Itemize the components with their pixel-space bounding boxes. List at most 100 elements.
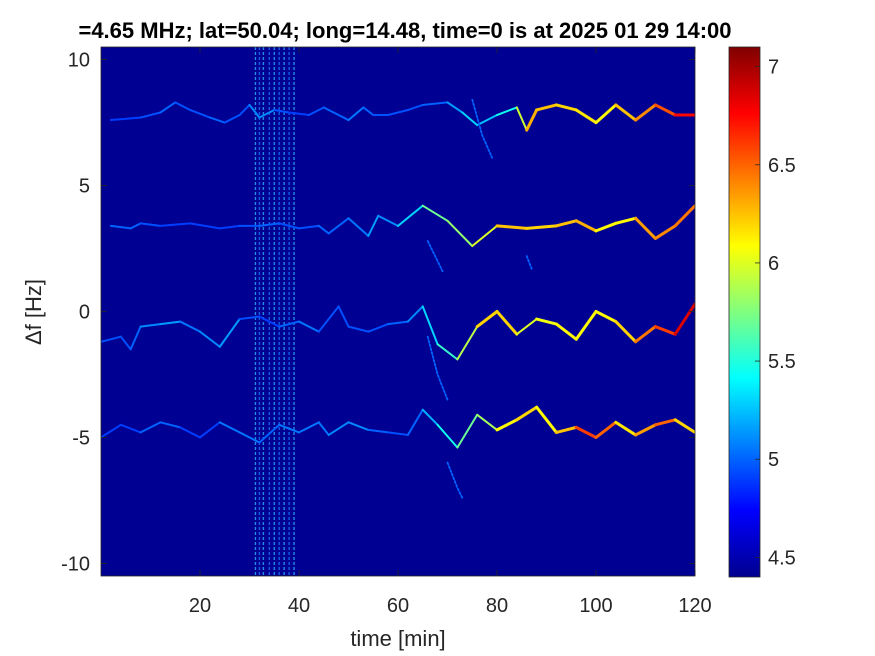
trace-1-segment: [594, 103, 618, 125]
trace-4-segment: [421, 408, 439, 426]
trace-3-segment: [139, 323, 162, 328]
trace-3-segment: [673, 302, 695, 336]
trace-1-segment: [421, 101, 449, 106]
trace-1-segment: [208, 116, 226, 124]
colorbar-tick-label: 6: [768, 253, 779, 275]
trace-3-segment: [387, 320, 409, 326]
doppler-traces-group: [101, 99, 695, 499]
trace-1-segment: [461, 111, 479, 127]
trace-3-segment: [614, 320, 638, 344]
y-tick-label: -10: [61, 553, 90, 575]
trace-1-segment: [288, 111, 310, 117]
trace-4-segment: [327, 421, 350, 436]
trace-4-segment: [456, 413, 479, 449]
trace-4-segment: [515, 405, 539, 422]
trace-1-segment: [258, 108, 276, 119]
trace-1-segment: [347, 106, 365, 122]
trace-spur: [525, 255, 533, 270]
trace-1-segment: [634, 103, 657, 122]
trace-3-segment: [179, 320, 201, 333]
trace-1-segment: [139, 111, 162, 119]
plot-area: [101, 47, 695, 576]
trace-4-segment: [436, 423, 459, 449]
colorbar: [728, 46, 761, 578]
x-axis-ticks: 20 40 60 80 100 120: [189, 47, 712, 617]
trace-3-segment: [199, 330, 221, 348]
trace-2-segment: [594, 221, 618, 233]
trace-2-segment: [614, 216, 638, 225]
trace-2-segment: [347, 217, 370, 237]
x-tick-label: 60: [387, 595, 409, 617]
trace-2-segment: [109, 224, 132, 230]
trace-3-segment: [258, 315, 281, 328]
trace-2-segment: [317, 224, 330, 235]
trace-1-segment: [223, 114, 241, 124]
trace-4-segment: [238, 431, 261, 444]
trace-4-segment: [634, 423, 657, 437]
trace-4-segment: [653, 418, 677, 427]
trace-2-segment: [258, 222, 281, 227]
trace-4-segment: [406, 408, 424, 436]
trace-1-segment: [337, 114, 350, 122]
trace-2-segment: [298, 224, 320, 230]
trace-1-segment: [189, 108, 211, 119]
trace-1-segment: [387, 108, 409, 117]
x-tick-label: 20: [189, 595, 211, 617]
chart-title: =4.65 MHz; lat=50.04; long=14.48, time=0…: [78, 18, 731, 43]
trace-1-segment: [322, 106, 340, 117]
trace-2-segment: [574, 219, 598, 233]
trace-1-segment: [248, 103, 261, 119]
y-tick-label: -5: [72, 427, 90, 449]
trace-1-segment: [362, 106, 375, 117]
trace-1-segment: [307, 106, 325, 117]
trace-spur: [426, 240, 444, 273]
trace-3-segment: [129, 325, 142, 351]
trace-3-segment: [594, 310, 618, 324]
trace-2-segment: [673, 204, 695, 228]
trace-3-segment: [159, 320, 182, 326]
trace-3-segment: [421, 305, 439, 346]
trace-3-segment: [406, 305, 424, 323]
trace-4-segment: [554, 425, 578, 434]
trace-1-segment: [554, 103, 578, 112]
trace-1-segment: [653, 103, 677, 117]
y-axis-label: Δf [Hz]: [21, 279, 46, 345]
trace-spur: [471, 99, 493, 159]
trace-4-segment: [347, 421, 370, 431]
trace-3-segment: [367, 323, 390, 333]
trace-4-segment: [317, 421, 330, 436]
trace-1-segment: [496, 106, 518, 117]
trace-2-segment: [189, 222, 221, 230]
x-axis-label: time [min]: [350, 626, 445, 651]
trace-4-segment: [278, 423, 300, 434]
y-tick-label: 0: [79, 302, 90, 324]
trace-2-segment: [446, 219, 474, 248]
trace-3-segment: [634, 325, 657, 344]
trace-4-segment: [535, 405, 558, 434]
trace-2-segment: [554, 219, 578, 228]
colorbar-tick-label: 6.5: [768, 155, 796, 177]
trace-1-segment: [406, 103, 424, 111]
trace-3-segment: [554, 322, 578, 341]
trace-3-segment: [515, 318, 538, 336]
trace-2-segment: [634, 216, 657, 240]
trace-1-segment: [476, 114, 498, 127]
trace-3-segment: [298, 320, 320, 333]
colorbar-tick-label: 7: [768, 57, 779, 79]
x-tick-label: 100: [579, 595, 612, 617]
trace-3-segment: [535, 317, 558, 326]
trace-1-segment: [174, 101, 192, 111]
trace-3-segment: [475, 310, 499, 329]
trace-4-segment: [387, 431, 409, 436]
trace-3-segment: [218, 318, 241, 348]
colorbar-tick-label: 4.5: [768, 547, 796, 569]
trace-3-segment: [278, 320, 300, 328]
trace-4-segment: [218, 421, 241, 434]
trace-1-segment: [446, 101, 464, 114]
trace-1-segment: [238, 103, 251, 117]
trace-2-segment: [139, 222, 162, 227]
trace-1-segment: [574, 108, 598, 125]
trace-2-segment: [129, 222, 142, 230]
